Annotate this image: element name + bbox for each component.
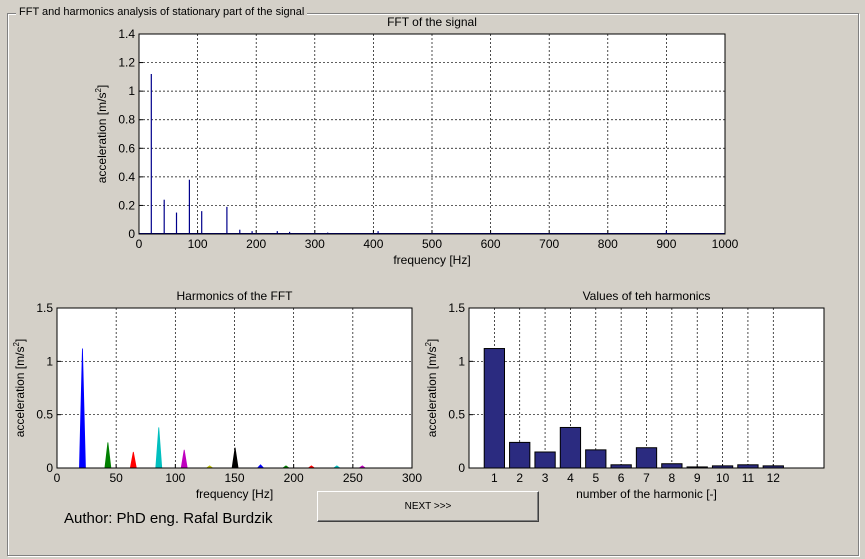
author-label: Author: PhD eng. Rafal Burdzik [64,510,273,527]
x-tick-label: 600 [481,237,501,251]
groupbox-title: FFT and harmonics analysis of stationary… [16,6,308,18]
x-tick-label: 300 [305,237,325,251]
y-axis-label: acceleration [m/s2] [94,85,109,184]
y-tick-label: 1.2 [118,56,135,70]
y-tick-label: 0 [128,227,135,241]
y-axis-label-text: acceleration [m/s [95,93,109,184]
analysis-groupbox [7,13,859,556]
y-tick-label: 0.4 [118,170,135,184]
y-tick-label: 0.2 [118,198,135,212]
x-tick-label: 0 [136,237,143,251]
x-tick-label: 1000 [712,237,739,251]
y-axis-label-sup: 2 [94,88,103,93]
y-axis-label-end: ] [95,85,109,88]
chart-title: FFT of the signal [387,15,477,29]
x-tick-label: 900 [656,237,676,251]
y-tick-label: 0.8 [118,113,135,127]
x-tick-label: 500 [422,237,442,251]
y-tick-label: 0.6 [118,141,135,155]
plot-frame [138,33,726,235]
x-tick-label: 200 [246,237,266,251]
x-tick-label: 400 [363,237,383,251]
x-tick-label: 800 [598,237,618,251]
x-tick-label: 700 [539,237,559,251]
next-button[interactable]: NEXT >>> [317,491,539,522]
y-tick-label: 1.4 [118,27,135,41]
y-tick-label: 1 [128,84,135,98]
x-tick-label: 100 [188,237,208,251]
x-axis-label: frequency [Hz] [393,253,470,267]
